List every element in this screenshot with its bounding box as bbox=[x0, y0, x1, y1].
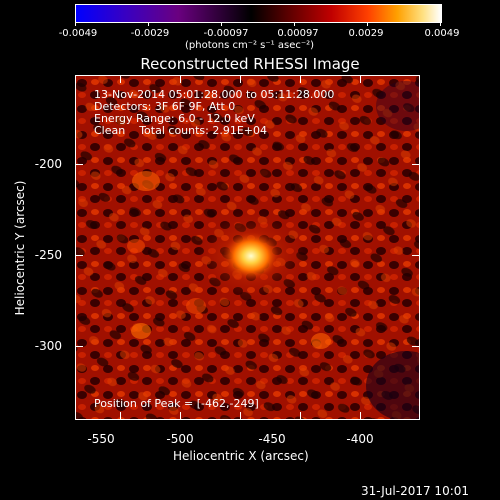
rhessi-image bbox=[75, 75, 420, 420]
colorbar-tick-label: 0.0049 bbox=[424, 28, 460, 39]
footer-timestamp: 31-Jul-2017 10:01 bbox=[361, 484, 470, 498]
y-tick-label: -250 bbox=[34, 248, 62, 262]
info-line-energy: Energy Range: 6.0 - 12.0 keV bbox=[94, 112, 255, 125]
colorbar bbox=[75, 4, 442, 23]
y-tick-label: -200 bbox=[34, 157, 62, 171]
colorbar-tick-label: 0.00097 bbox=[277, 28, 319, 39]
info-line-time: 13-Nov-2014 05:01:28.000 to 05:11:28.000 bbox=[94, 88, 335, 101]
peak-position-label: Position of Peak = [-462,-249] bbox=[94, 397, 259, 410]
colorbar-tick-label: -0.0049 bbox=[58, 28, 98, 39]
x-axis-label: Heliocentric X (arcsec) bbox=[173, 449, 309, 463]
x-tick-label: -400 bbox=[346, 432, 374, 446]
x-tick-label: -500 bbox=[166, 432, 194, 446]
image-map bbox=[76, 76, 419, 419]
x-tick-label: -550 bbox=[87, 432, 115, 446]
y-axis-label: Heliocentric Y (arcsec) bbox=[13, 180, 27, 316]
plot-title: Reconstructed RHESSI Image bbox=[140, 55, 360, 73]
colorbar-units: (photons cm⁻² s⁻¹ asec⁻²) bbox=[185, 40, 315, 51]
colorbar-tick-label: -0.00097 bbox=[203, 28, 249, 39]
y-tick-label: -300 bbox=[34, 339, 62, 353]
info-line-detectors: Detectors: 3F 6F 9F, Att 0 bbox=[94, 100, 236, 113]
colorbar-tick-label: -0.0029 bbox=[130, 28, 170, 39]
colorbar-tick-label: 0.0029 bbox=[348, 28, 384, 39]
x-tick-label: -450 bbox=[258, 432, 286, 446]
info-line-clean: Clean Total counts: 2.91E+04 bbox=[94, 124, 268, 137]
